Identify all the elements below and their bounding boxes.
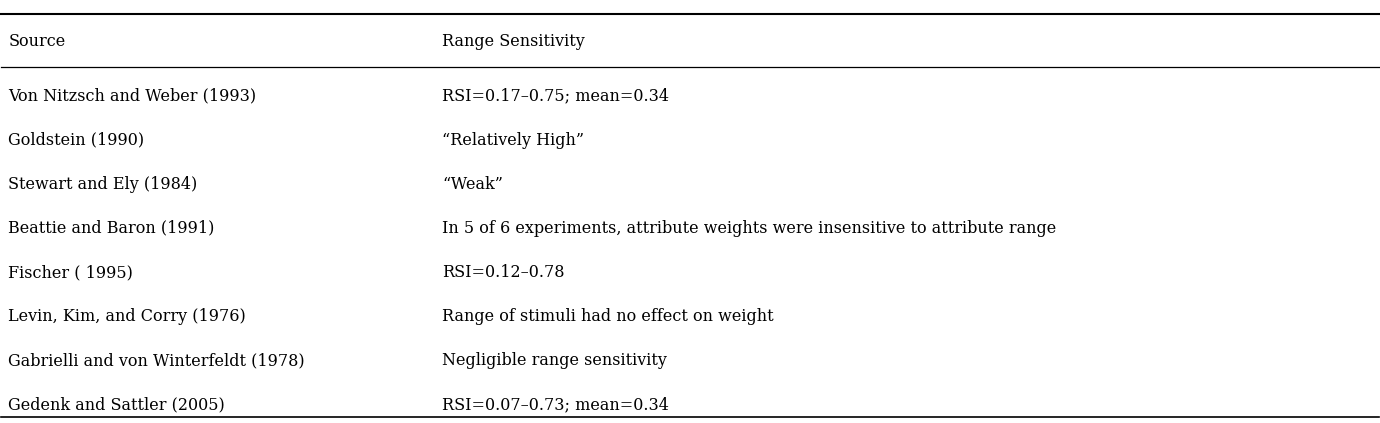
Text: In 5 of 6 experiments, attribute weights were insensitive to attribute range: In 5 of 6 experiments, attribute weights… bbox=[442, 220, 1056, 237]
Text: Negligible range sensitivity: Negligible range sensitivity bbox=[442, 352, 667, 369]
Text: RSI=0.12–0.78: RSI=0.12–0.78 bbox=[442, 264, 564, 281]
Text: Source: Source bbox=[8, 33, 65, 50]
Text: Levin, Kim, and Corry (1976): Levin, Kim, and Corry (1976) bbox=[8, 308, 246, 325]
Text: “Weak”: “Weak” bbox=[442, 176, 502, 193]
Text: Range Sensitivity: Range Sensitivity bbox=[442, 33, 585, 50]
Text: “Relatively High”: “Relatively High” bbox=[442, 132, 584, 148]
Text: Goldstein (1990): Goldstein (1990) bbox=[8, 132, 145, 148]
Text: Gedenk and Sattler (2005): Gedenk and Sattler (2005) bbox=[8, 396, 225, 413]
Text: Range of stimuli had no effect on weight: Range of stimuli had no effect on weight bbox=[442, 308, 774, 325]
Text: Stewart and Ely (1984): Stewart and Ely (1984) bbox=[8, 176, 197, 193]
Text: RSI=0.17–0.75; mean=0.34: RSI=0.17–0.75; mean=0.34 bbox=[442, 88, 669, 104]
Text: RSI=0.07–0.73; mean=0.34: RSI=0.07–0.73; mean=0.34 bbox=[442, 396, 669, 413]
Text: Fischer ( 1995): Fischer ( 1995) bbox=[8, 264, 132, 281]
Text: Von Nitzsch and Weber (1993): Von Nitzsch and Weber (1993) bbox=[8, 88, 257, 104]
Text: Gabrielli and von Winterfeldt (1978): Gabrielli and von Winterfeldt (1978) bbox=[8, 352, 305, 369]
Text: Beattie and Baron (1991): Beattie and Baron (1991) bbox=[8, 220, 215, 237]
